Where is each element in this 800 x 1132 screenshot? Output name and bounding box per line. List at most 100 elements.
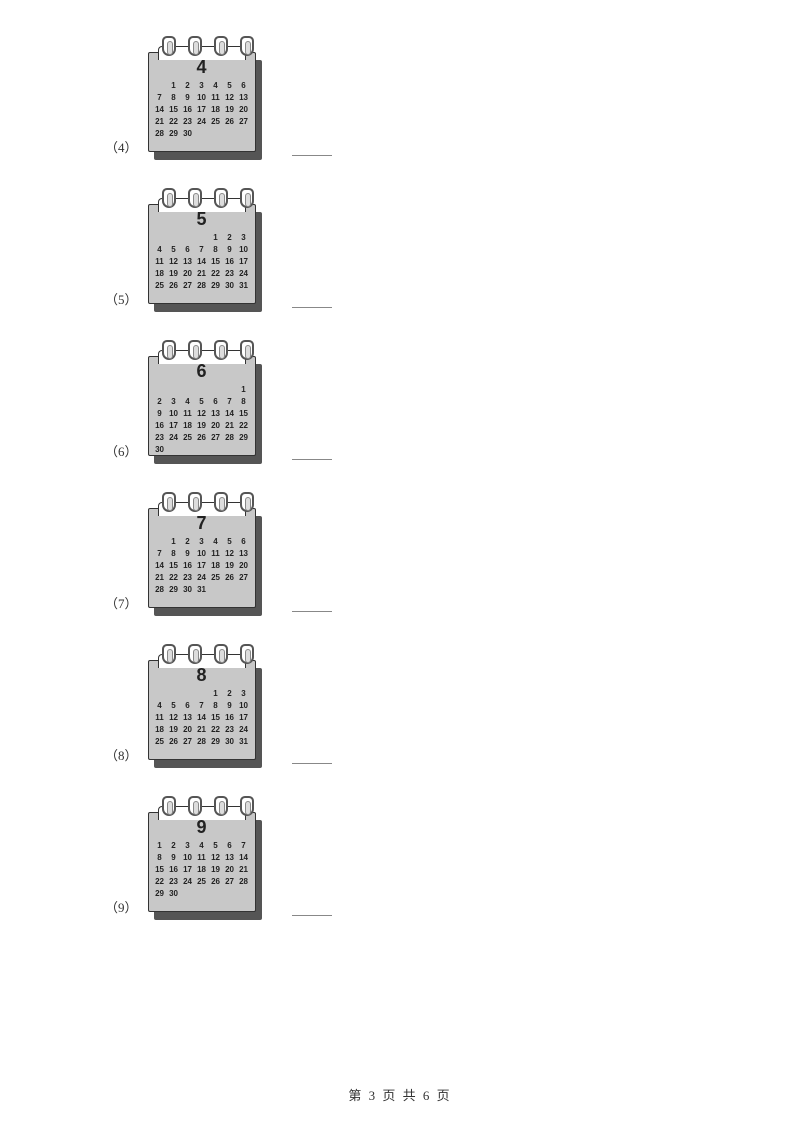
day-cell: 16 <box>181 104 195 116</box>
day-cell: 21 <box>153 572 167 584</box>
day-cell: 6 <box>209 396 223 408</box>
day-cell: 28 <box>223 432 237 444</box>
day-empty <box>223 384 237 396</box>
day-cell: 3 <box>195 80 209 92</box>
day-cell: 20 <box>223 864 237 876</box>
day-cell: 22 <box>167 572 181 584</box>
calendar-icon: 7123456789101112131415161718192021222324… <box>144 486 264 616</box>
day-cell: 6 <box>237 536 251 548</box>
day-cell: 26 <box>167 736 181 748</box>
day-cell: 3 <box>237 232 251 244</box>
day-cell: 9 <box>167 852 181 864</box>
day-cell: 9 <box>153 408 167 420</box>
day-cell: 7 <box>153 92 167 104</box>
day-cell: 14 <box>195 712 209 724</box>
day-cell: 17 <box>237 712 251 724</box>
ring-icon <box>188 644 202 664</box>
day-cell: 17 <box>181 864 195 876</box>
day-cell: 10 <box>181 852 195 864</box>
day-cell: 25 <box>195 876 209 888</box>
day-cell: 4 <box>209 536 223 548</box>
day-cell: 11 <box>209 548 223 560</box>
calendar-month: 6 <box>153 361 251 382</box>
ring-icon <box>162 796 176 816</box>
day-cell: 12 <box>195 408 209 420</box>
answer-blank[interactable] <box>292 602 332 612</box>
day-cell: 29 <box>209 736 223 748</box>
question-item: （9）9123456789101112131415161718192021222… <box>105 790 800 920</box>
day-cell: 4 <box>153 244 167 256</box>
day-cell: 1 <box>167 80 181 92</box>
day-cell: 29 <box>237 432 251 444</box>
day-cell: 1 <box>209 232 223 244</box>
day-empty <box>153 80 167 92</box>
calendar-month: 8 <box>153 665 251 686</box>
day-cell: 6 <box>181 244 195 256</box>
day-cell: 16 <box>153 420 167 432</box>
calendar-grid: 1234567891011121314151617181920212223242… <box>153 688 251 748</box>
item-label: （4） <box>105 137 138 160</box>
answer-blank[interactable] <box>292 906 332 916</box>
day-cell: 1 <box>167 536 181 548</box>
day-cell: 2 <box>181 536 195 548</box>
day-cell: 5 <box>195 396 209 408</box>
day-cell: 12 <box>223 92 237 104</box>
ring-icon <box>240 188 254 208</box>
day-cell: 7 <box>195 700 209 712</box>
calendar-rings <box>162 188 254 208</box>
day-cell: 30 <box>181 128 195 140</box>
ring-icon <box>188 188 202 208</box>
day-cell: 28 <box>195 280 209 292</box>
day-cell: 20 <box>181 724 195 736</box>
answer-blank[interactable] <box>292 146 332 156</box>
day-cell: 25 <box>153 736 167 748</box>
day-cell: 25 <box>153 280 167 292</box>
day-cell: 16 <box>181 560 195 572</box>
day-cell: 18 <box>209 104 223 116</box>
item-label: （6） <box>105 441 138 464</box>
item-label: （9） <box>105 897 138 920</box>
day-cell: 3 <box>167 396 181 408</box>
answer-blank[interactable] <box>292 450 332 460</box>
worksheet-content: （4）4123456789101112131415161718192021222… <box>0 0 800 920</box>
day-cell: 11 <box>181 408 195 420</box>
day-cell: 31 <box>237 736 251 748</box>
calendar-rings <box>162 492 254 512</box>
day-cell: 15 <box>167 104 181 116</box>
day-cell: 22 <box>209 724 223 736</box>
day-cell: 14 <box>223 408 237 420</box>
ring-icon <box>214 188 228 208</box>
day-cell: 23 <box>223 268 237 280</box>
day-cell: 31 <box>195 584 209 596</box>
day-cell: 7 <box>153 548 167 560</box>
day-cell: 14 <box>195 256 209 268</box>
day-cell: 14 <box>153 560 167 572</box>
day-cell: 15 <box>153 864 167 876</box>
item-label: （7） <box>105 593 138 616</box>
item-label: （5） <box>105 289 138 312</box>
day-empty <box>195 232 209 244</box>
day-cell: 5 <box>223 536 237 548</box>
day-cell: 25 <box>181 432 195 444</box>
day-cell: 27 <box>181 736 195 748</box>
day-cell: 20 <box>181 268 195 280</box>
day-cell: 29 <box>167 584 181 596</box>
answer-blank[interactable] <box>292 298 332 308</box>
day-cell: 25 <box>209 116 223 128</box>
day-cell: 24 <box>237 268 251 280</box>
day-cell: 17 <box>237 256 251 268</box>
day-empty <box>153 536 167 548</box>
day-cell: 4 <box>195 840 209 852</box>
day-cell: 2 <box>223 688 237 700</box>
day-cell: 21 <box>153 116 167 128</box>
answer-blank[interactable] <box>292 754 332 764</box>
calendar-page: 4123456789101112131415161718192021222324… <box>148 52 256 152</box>
question-item: （4）4123456789101112131415161718192021222… <box>105 30 800 160</box>
day-cell: 28 <box>237 876 251 888</box>
day-cell: 3 <box>237 688 251 700</box>
day-cell: 20 <box>237 104 251 116</box>
day-empty <box>153 232 167 244</box>
day-cell: 15 <box>209 712 223 724</box>
calendar-rings <box>162 644 254 664</box>
item-label: （8） <box>105 745 138 768</box>
